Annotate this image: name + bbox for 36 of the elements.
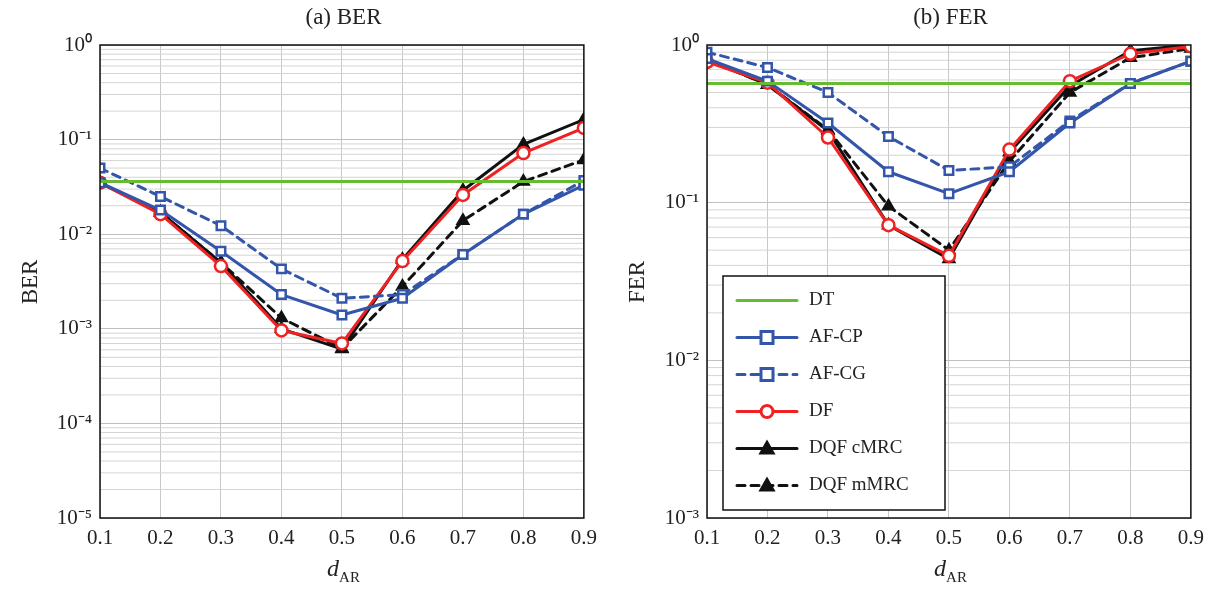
x-tick-label: 0.8	[1117, 525, 1144, 550]
y-tick-label: 10⁰	[671, 31, 699, 56]
y-tick-label: 10⁻³	[57, 315, 92, 340]
x-tick-label: 0.5	[935, 525, 963, 550]
legend-label: AF-CP	[809, 325, 863, 347]
y-tick-label: 10⁻¹	[57, 126, 92, 151]
x-tick-label: 0.6	[996, 525, 1023, 550]
x-tick-label: 0.9	[570, 525, 597, 550]
y-tick-label: 10⁻²	[664, 346, 699, 371]
y-tick-label: 10⁻¹	[664, 189, 699, 214]
legend-label: DT	[809, 288, 835, 310]
legend-label: DF	[809, 399, 834, 421]
x-tick-label: 0.3	[207, 525, 235, 550]
chart-title: (a) BER	[304, 4, 383, 30]
x-tick-label: 0.2	[754, 525, 781, 550]
x-tick-label: 0.5	[328, 525, 356, 550]
x-tick-label: 0.9	[1177, 525, 1204, 550]
y-axis-title: BER	[17, 259, 43, 305]
x-axis-title: d$_{AR}$	[933, 555, 968, 586]
chart-title: (b) FER	[912, 4, 989, 30]
x-tick-label: 0.8	[510, 525, 537, 550]
x-tick-label: 0.7	[449, 525, 477, 550]
y-axis-title: FER	[624, 260, 650, 304]
x-tick-label: 0.2	[147, 525, 174, 550]
x-tick-label: 0.4	[875, 525, 903, 550]
y-tick-label: 10⁻⁴	[56, 409, 92, 434]
y-tick-label: 10⁻²	[57, 220, 92, 245]
x-tick-label: 0.4	[268, 525, 296, 550]
x-axis-title: d$_{AR}$	[326, 555, 361, 586]
x-tick-label: 0.6	[389, 525, 416, 550]
legend-label: DQF cMRC	[809, 436, 903, 458]
y-tick-label: 10⁰	[64, 31, 92, 56]
legend-label: AF-CG	[809, 362, 867, 384]
x-tick-label: 0.3	[814, 525, 842, 550]
x-tick-label: 0.7	[1056, 525, 1084, 550]
legend-label: DQF mMRC	[809, 473, 909, 495]
